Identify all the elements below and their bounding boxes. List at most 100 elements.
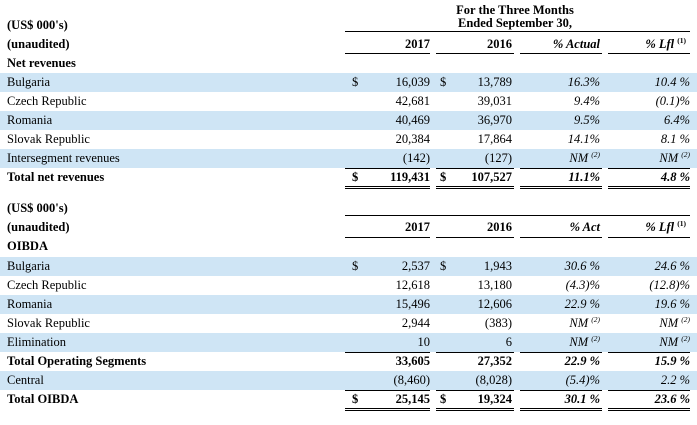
value-actual-value: 14.1% bbox=[567, 132, 600, 146]
value-actual-value: 22.9 % bbox=[564, 354, 600, 368]
oibda-top-rule bbox=[608, 390, 690, 391]
value-lfl-value: 4.8 % bbox=[660, 170, 690, 184]
col2-header-rule-3 bbox=[520, 237, 602, 238]
table-row: Czech Republic 42,681 39,031 9.4% (0.1)% bbox=[0, 92, 697, 111]
total-net-revenues-row: Total net revenues $ $119,431 107,527 11.1% … bbox=[0, 168, 697, 187]
value-2016: 19,324 bbox=[477, 392, 512, 406]
value-lfl-value: 2.2 % bbox=[660, 373, 690, 387]
audit-label-2: (unaudited) bbox=[7, 220, 70, 234]
col-header-rule-1 bbox=[345, 53, 430, 54]
value-2016: 36,970 bbox=[477, 113, 512, 127]
table-row: Romania 40,469 36,970 9.5% 6.4% bbox=[0, 111, 697, 130]
value-lfl-value: 10.4 % bbox=[654, 75, 690, 89]
col-header-actual: % Actual bbox=[520, 37, 600, 52]
oibda-top-rule bbox=[345, 390, 430, 391]
value-2016: 1,943 bbox=[483, 259, 512, 273]
table-row: Slovak Republic 20,384 17,864 14.1% 8.1 % bbox=[0, 130, 697, 149]
oibda-double-rule bbox=[436, 408, 514, 411]
total-double-rule bbox=[608, 186, 690, 189]
col-header-actual-text: % Actual bbox=[552, 37, 600, 51]
value-lfl-value: 6.4% bbox=[663, 113, 690, 127]
value-lfl-value: 23.6 % bbox=[654, 392, 690, 406]
value-actual-value: NM bbox=[569, 335, 589, 349]
currency-2016: $ bbox=[440, 392, 447, 406]
period-header-line1: For the Three Months bbox=[456, 3, 574, 17]
value-2017: 2,944 bbox=[401, 316, 430, 330]
value-lfl: 15.9 % bbox=[606, 354, 690, 369]
col2-header-lfl-note: (1) bbox=[677, 218, 686, 228]
value-lfl: NM (2) bbox=[606, 335, 690, 350]
value-actual: 30.1 % bbox=[518, 392, 600, 407]
table-row: Bulgaria $ $16,039 13,789 16.3% 10.4 % bbox=[0, 73, 697, 92]
value-2017: 40,469 bbox=[395, 113, 430, 127]
row-label: Bulgaria bbox=[7, 75, 51, 89]
col2-header-actual: % Act bbox=[520, 220, 600, 235]
value-2017: 12,618 bbox=[395, 278, 430, 292]
value-2017: 33,605 bbox=[395, 354, 430, 368]
period-header-rule bbox=[345, 31, 690, 32]
col2-header-rule-4 bbox=[608, 237, 690, 238]
col2-header-2017: 2017 bbox=[405, 220, 430, 234]
value-2016: (383) bbox=[484, 316, 512, 330]
total-double-rule bbox=[520, 186, 602, 189]
oibda-top-rule bbox=[520, 390, 602, 391]
value-actual: (4.3)% bbox=[518, 278, 600, 293]
section-title-oibda: OIBDA bbox=[7, 239, 48, 253]
currency-2016: $ bbox=[440, 170, 447, 184]
col-header-rule-3 bbox=[520, 53, 602, 54]
col-header-lfl: % Lfl (1) bbox=[608, 37, 686, 52]
row-label: Total net revenues bbox=[7, 170, 105, 184]
value-2016: (8,028) bbox=[475, 373, 512, 387]
value-2016: 27,352 bbox=[477, 354, 512, 368]
segments-top-rule bbox=[608, 352, 690, 353]
value-lfl: 2.2 % bbox=[606, 373, 690, 388]
value-2017: 20,384 bbox=[395, 132, 430, 146]
total-top-rule bbox=[436, 168, 514, 169]
value-lfl: 4.8 % bbox=[606, 170, 690, 185]
unit-label-2: (US$ 000's) bbox=[7, 201, 68, 215]
row-label: Central bbox=[7, 373, 44, 387]
value-lfl: 8.1 % bbox=[606, 132, 690, 147]
value-lfl-value: 15.9 % bbox=[654, 354, 690, 368]
value-2016: 107,527 bbox=[471, 170, 512, 184]
value-actual: 11.1% bbox=[518, 170, 600, 185]
value-lfl: 24.6 % bbox=[606, 259, 690, 274]
currency-2016: $ bbox=[440, 259, 447, 273]
col2-header-lfl-text: % Lfl bbox=[645, 220, 675, 234]
value-2017: (8,460) bbox=[393, 373, 430, 387]
value-2017: 2,537 bbox=[401, 259, 430, 273]
col2-header-lfl: % Lfl (1) bbox=[608, 220, 686, 235]
row-label: Slovak Republic bbox=[7, 316, 90, 330]
value-actual-value: 30.6 % bbox=[564, 259, 600, 273]
value-actual-value: 22.9 % bbox=[564, 297, 600, 311]
row-label: Intersegment revenues bbox=[7, 151, 120, 165]
value-actual-note: (2) bbox=[591, 333, 600, 343]
value-lfl: 19.6 % bbox=[606, 297, 690, 312]
col-header-2017: 2017 bbox=[405, 37, 430, 51]
period-header-line2: Ended September 30, bbox=[457, 16, 572, 30]
value-lfl: 10.4 % bbox=[606, 75, 690, 90]
value-actual: 9.4% bbox=[518, 94, 600, 109]
total-top-rule bbox=[345, 168, 430, 169]
value-actual-value: (4.3)% bbox=[565, 278, 600, 292]
row-label: Slovak Republic bbox=[7, 132, 90, 146]
total-top-rule bbox=[520, 168, 602, 169]
segments-top-rule bbox=[520, 352, 602, 353]
value-lfl: (12.8)% bbox=[606, 278, 690, 293]
value-lfl-value: (12.8)% bbox=[649, 278, 690, 292]
section2-top-rule bbox=[345, 215, 690, 216]
value-actual-value: 11.1% bbox=[568, 170, 600, 184]
total-double-rule bbox=[436, 186, 514, 189]
value-lfl: NM (2) bbox=[606, 316, 690, 331]
value-actual: 22.9 % bbox=[518, 297, 600, 312]
value-actual-value: 16.3% bbox=[567, 75, 600, 89]
currency-2017: $ bbox=[352, 259, 359, 273]
value-lfl-value: 8.1 % bbox=[660, 132, 690, 146]
value-lfl-note: (2) bbox=[681, 333, 690, 343]
value-2016: 17,864 bbox=[477, 132, 512, 146]
table-row: Elimination 10 6 NM (2) NM (2) bbox=[0, 333, 697, 352]
oibda-top-rule bbox=[436, 390, 514, 391]
value-2017: 119,431 bbox=[390, 170, 430, 184]
value-actual-note: (2) bbox=[591, 314, 600, 324]
row-label: Czech Republic bbox=[7, 278, 87, 292]
